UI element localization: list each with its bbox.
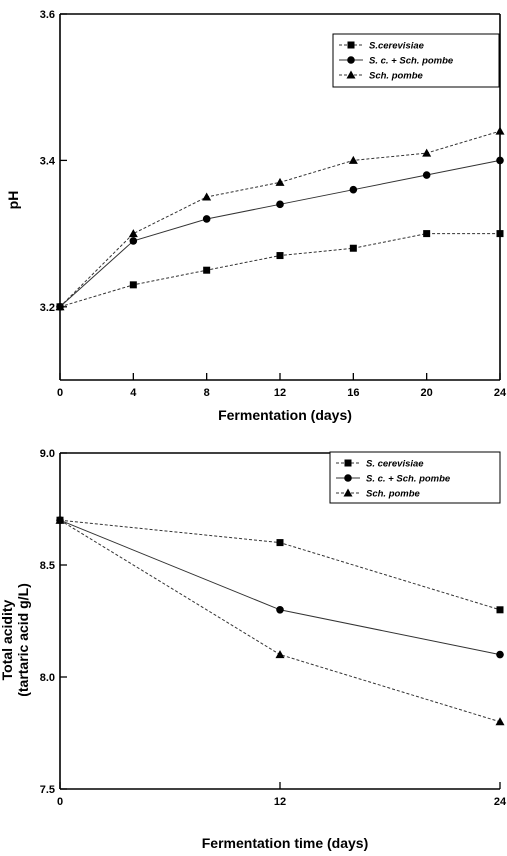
y-axis-title-line: (tartaric acid g/L): [15, 583, 31, 697]
data-point: [129, 281, 137, 289]
data-point: [55, 302, 65, 311]
y-tick-label: 8.0: [40, 672, 55, 684]
chart-2: 0 12 24 7.5 8.0 8.5 9.0 Fermentation time (days…: [0, 448, 507, 851]
data-point: [55, 515, 65, 524]
data-point: [423, 230, 431, 238]
data-point: [495, 717, 505, 726]
series-triangle: [55, 126, 505, 311]
series-line: [59, 130, 501, 308]
series-line: [59, 519, 501, 611]
y-tick-label: 8.5: [40, 560, 55, 572]
series-circle: [56, 516, 504, 659]
data-point: [349, 185, 358, 194]
x-tick-label: 8: [204, 387, 210, 399]
chart-1: 0 4 8 12 16 20 24 3.2 3.4 3.6 Fermentation (days) p…: [5, 9, 507, 423]
data-point: [276, 606, 284, 614]
series-square: [56, 230, 504, 311]
legend-marker: [347, 41, 355, 49]
series-square: [56, 516, 504, 614]
y-axis-title: pH: [5, 191, 21, 210]
x-tick-label: 16: [347, 387, 359, 399]
data-point: [202, 192, 212, 201]
data-point: [276, 539, 284, 547]
series-line: [59, 233, 500, 308]
x-axis-title: Fermentation time (days): [202, 835, 368, 851]
legend: S. cerevisiae S. c. + Sch. pombe Sch. pomb…: [329, 451, 501, 504]
series-triangle: [55, 515, 505, 726]
data-point: [202, 215, 211, 223]
data-point: [349, 244, 357, 252]
legend-marker: [344, 474, 352, 482]
data-point: [275, 177, 285, 186]
data-point: [348, 155, 358, 164]
data-point: [422, 171, 431, 179]
legend-label: S. c. + Sch. pombe: [369, 56, 454, 67]
x-tick-label: 0: [57, 387, 63, 399]
data-point: [496, 156, 504, 165]
x-tick-label: 12: [274, 796, 286, 808]
legend: S.cerevisiae S. c. + Sch. pombe Sch. pombe: [332, 33, 500, 88]
legend-marker: [347, 56, 355, 64]
x-tick-label: 20: [421, 387, 433, 399]
data-point: [276, 252, 284, 260]
legend-label: S. cerevisiae: [366, 459, 424, 470]
data-point: [496, 606, 504, 614]
data-point: [128, 229, 138, 238]
series-line: [59, 519, 501, 723]
x-tick-label: 24: [494, 796, 507, 808]
x-tick-label: 12: [274, 387, 286, 399]
legend-marker: [346, 70, 356, 79]
x-tick-label: 0: [57, 796, 63, 808]
y-tick-label: 9.0: [40, 448, 55, 460]
data-point: [422, 148, 432, 157]
x-axis-title: Fermentation (days): [218, 407, 352, 423]
x-tick-label: 24: [494, 387, 507, 399]
data-point: [496, 650, 504, 659]
legend-marker: [343, 488, 353, 497]
data-point: [495, 126, 505, 135]
y-tick-label: 3.2: [40, 302, 55, 314]
data-point: [129, 237, 138, 245]
legend-marker: [344, 459, 352, 467]
legend-label: Sch. pombe: [369, 71, 424, 82]
legend-label: S.cerevisiae: [369, 41, 425, 52]
y-axis-title-line: Total acidity: [0, 599, 15, 680]
y-tick-label: 7.5: [40, 784, 55, 796]
x-tick-label: 4: [130, 387, 137, 399]
data-point: [203, 266, 211, 274]
y-tick-label: 3.4: [40, 155, 56, 167]
data-point: [275, 650, 285, 659]
data-point: [276, 200, 284, 209]
legend-label: Sch. pombe: [366, 489, 421, 500]
legend-label: S. c. + Sch. pombe: [366, 474, 451, 485]
data-point: [496, 230, 504, 238]
y-tick-label: 3.6: [40, 9, 55, 21]
